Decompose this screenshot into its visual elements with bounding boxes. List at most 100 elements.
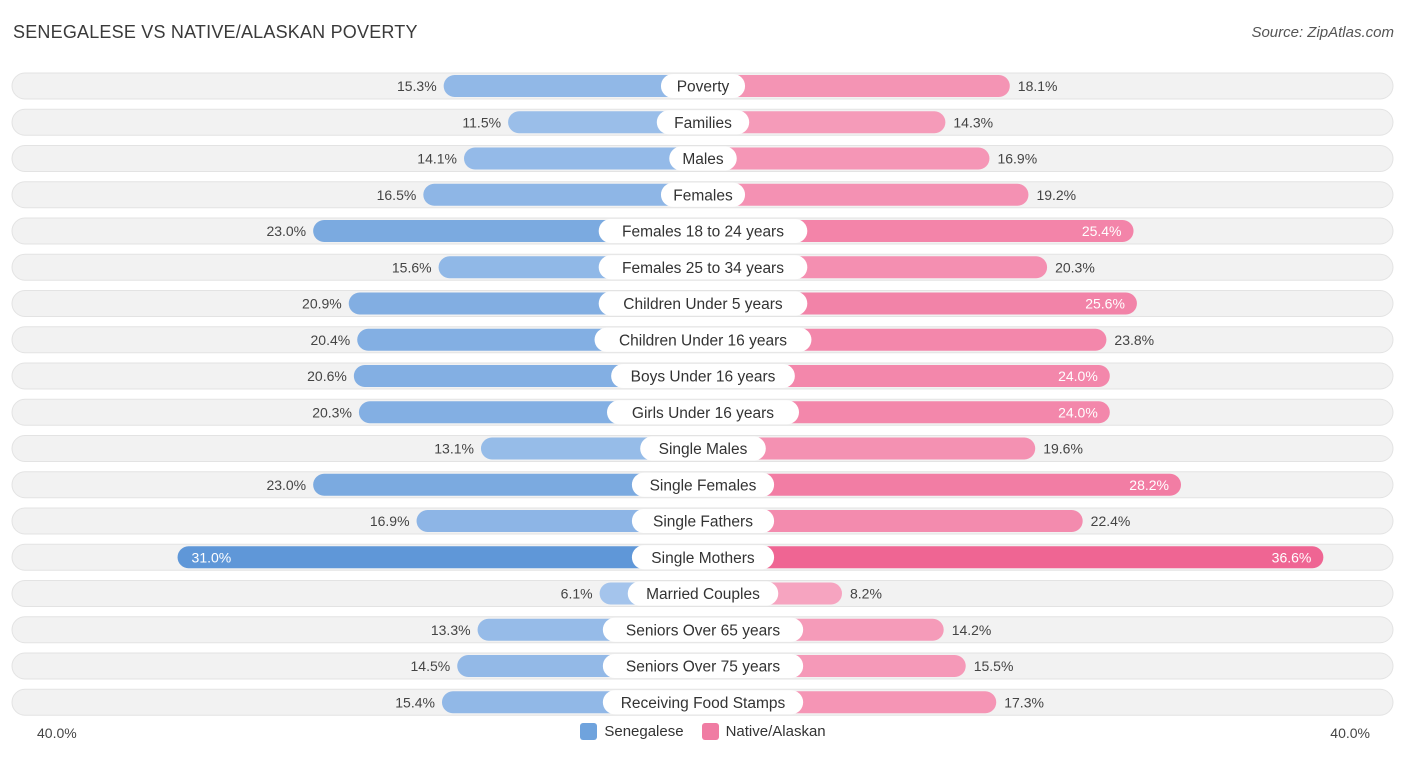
- value-label-native-alaskan: 20.3%: [1055, 259, 1095, 275]
- bar-native-alaskan: [703, 183, 1029, 206]
- category-label: Single Fathers: [653, 514, 753, 531]
- category-pill: [594, 327, 812, 352]
- value-label-senegalese: 16.5%: [377, 187, 417, 203]
- category-pill: [607, 400, 799, 425]
- value-label-native-alaskan: 24.0%: [1058, 368, 1098, 384]
- value-label-senegalese: 20.9%: [302, 296, 342, 312]
- category-label: Receiving Food Stamps: [621, 695, 786, 712]
- bar-native-alaskan: [703, 546, 1324, 569]
- chart-title: SENEGALESE VS NATIVE/ALASKAN POVERTY: [13, 22, 418, 42]
- bar-senegalese: [416, 510, 703, 532]
- bar-native-alaskan: [703, 365, 1110, 387]
- value-label-senegalese: 15.3%: [397, 78, 437, 94]
- category-label: Boys Under 16 years: [631, 369, 776, 386]
- bar-native-alaskan: [703, 111, 946, 134]
- bar-senegalese: [177, 546, 704, 569]
- bar-native-alaskan: [703, 292, 1137, 315]
- value-label-native-alaskan: 16.9%: [997, 151, 1037, 167]
- value-label-senegalese: 14.1%: [417, 151, 457, 167]
- value-label-native-alaskan: 25.6%: [1085, 296, 1125, 312]
- category-label: Females 18 to 24 years: [622, 224, 784, 241]
- value-label-native-alaskan: 24.0%: [1058, 404, 1098, 420]
- category-pill: [631, 545, 775, 570]
- axis-left-label: 40.0%: [37, 725, 77, 741]
- category-label: Females 25 to 34 years: [622, 260, 784, 277]
- value-label-senegalese: 14.5%: [411, 658, 451, 674]
- bar-native-alaskan: [703, 510, 1083, 532]
- value-label-native-alaskan: 22.4%: [1091, 513, 1131, 529]
- value-label-native-alaskan: 19.2%: [1036, 187, 1076, 203]
- category-pill: [660, 74, 746, 98]
- category-pill: [598, 255, 808, 280]
- value-label-senegalese: 15.4%: [395, 694, 435, 710]
- value-label-senegalese: 20.6%: [307, 368, 347, 384]
- category-pill: [611, 364, 795, 388]
- value-label-senegalese: 23.0%: [266, 477, 306, 493]
- legend-swatch-senegalese: [580, 723, 598, 740]
- category-label: Seniors Over 65 years: [626, 622, 780, 639]
- bar-native-alaskan: [703, 220, 1134, 242]
- legend-item-senegalese[interactable]: Senegalese: [580, 723, 684, 740]
- category-pill: [631, 472, 775, 497]
- category-label: Married Couples: [646, 586, 760, 603]
- value-label-native-alaskan: 23.8%: [1114, 332, 1154, 348]
- value-label-senegalese: 16.9%: [370, 513, 410, 529]
- value-label-native-alaskan: 17.3%: [1004, 694, 1044, 710]
- axis-right-label: 40.0%: [1330, 725, 1370, 741]
- category-label: Single Males: [659, 441, 748, 458]
- category-pill: [669, 146, 737, 171]
- legend: Senegalese Native/Alaskan: [0, 723, 1406, 740]
- value-label-senegalese: 23.0%: [266, 223, 306, 239]
- category-pill: [598, 291, 808, 316]
- value-label-native-alaskan: 25.4%: [1082, 223, 1122, 239]
- category-pill: [598, 219, 808, 243]
- bar-native-alaskan: [703, 147, 990, 170]
- bar-senegalese: [464, 147, 703, 170]
- category-label: Families: [674, 115, 732, 132]
- legend-label-senegalese: Senegalese: [604, 723, 684, 740]
- source-label: Source: ZipAtlas.com: [1251, 24, 1394, 41]
- bar-native-alaskan: [703, 401, 1110, 424]
- legend-label-native-alaskan: Native/Alaskan: [725, 723, 826, 740]
- category-pill: [631, 509, 775, 533]
- category-label: Single Mothers: [651, 550, 755, 567]
- category-label: Seniors Over 75 years: [626, 659, 780, 676]
- value-label-senegalese: 20.4%: [311, 332, 351, 348]
- value-label-senegalese: 15.6%: [392, 259, 432, 275]
- bar-senegalese: [313, 473, 703, 496]
- category-label: Girls Under 16 years: [632, 405, 774, 422]
- category-pill: [656, 110, 750, 135]
- value-label-native-alaskan: 18.1%: [1018, 78, 1058, 94]
- legend-swatch-native-alaskan: [701, 723, 719, 740]
- bar-native-alaskan: [703, 473, 1181, 496]
- value-label-senegalese: 11.5%: [462, 114, 501, 130]
- value-label-native-alaskan: 28.2%: [1129, 477, 1169, 493]
- category-label: Poverty: [677, 79, 730, 96]
- bar-native-alaskan: [703, 437, 1036, 460]
- value-label-senegalese: 20.3%: [312, 404, 352, 420]
- value-label-native-alaskan: 8.2%: [850, 586, 882, 602]
- value-label-senegalese: 31.0%: [192, 549, 232, 565]
- bar-senegalese: [443, 75, 703, 97]
- value-label-native-alaskan: 14.3%: [953, 114, 993, 130]
- category-label: Children Under 5 years: [623, 296, 783, 313]
- bar-native-alaskan: [703, 75, 1010, 97]
- category-pill: [660, 182, 746, 207]
- category-pill: [602, 617, 804, 642]
- category-label: Children Under 16 years: [619, 332, 787, 349]
- value-label-senegalese: 13.3%: [431, 622, 471, 638]
- bar-senegalese: [423, 183, 703, 206]
- value-label-native-alaskan: 36.6%: [1272, 549, 1312, 565]
- category-pill: [627, 581, 779, 606]
- value-label-native-alaskan: 19.6%: [1043, 441, 1083, 457]
- category-label: Females: [673, 187, 733, 204]
- value-label-native-alaskan: 15.5%: [974, 658, 1014, 674]
- category-pill: [640, 436, 766, 461]
- legend-item-native-alaskan[interactable]: Native/Alaskan: [701, 723, 826, 740]
- category-pill: [602, 654, 804, 678]
- category-label: Single Females: [650, 477, 757, 494]
- value-label-native-alaskan: 14.2%: [952, 622, 992, 638]
- category-pill: [602, 690, 804, 715]
- bar-senegalese: [508, 111, 703, 134]
- value-label-senegalese: 13.1%: [434, 441, 474, 457]
